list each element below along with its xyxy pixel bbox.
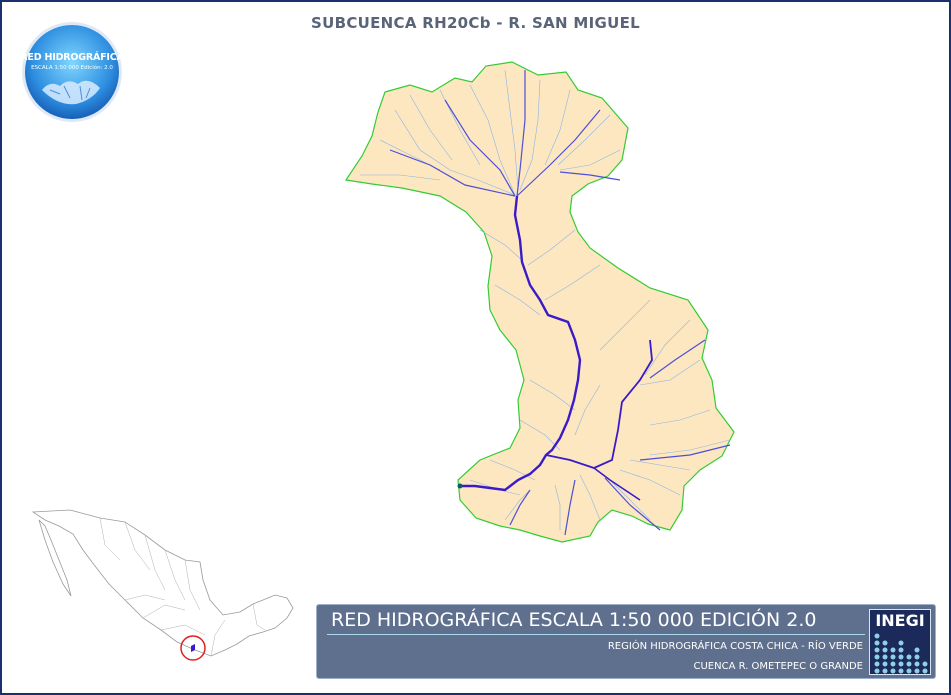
banner-divider <box>327 634 865 635</box>
mexico-outline-icon <box>31 509 294 657</box>
banner-basin: CUENCA R. OMETEPEC O GRANDE <box>693 661 864 672</box>
state-borders <box>99 517 266 657</box>
inegi-logo: INEGI <box>869 609 931 675</box>
banner-title: RED HIDROGRÁFICA ESCALA 1:50 000 EDICIÓN… <box>331 609 817 631</box>
map-title: SUBCUENCA RH20Cb - R. SAN MIGUEL <box>311 14 640 32</box>
basin-location-marker <box>191 644 195 652</box>
locator-map <box>31 509 294 661</box>
red-circle-icon <box>180 635 206 661</box>
red-hidrografica-logo: RED HIDROGRÁFICA ESCALA 1:50 000 Edición… <box>20 20 124 124</box>
logo-globe-icon <box>22 22 122 122</box>
inegi-label: INEGI <box>875 611 925 630</box>
logo-title: RED HIDROGRÁFICA <box>20 52 124 63</box>
legend-banner: RED HIDROGRÁFICA ESCALA 1:50 000 EDICIÓN… <box>316 604 936 679</box>
logo-subtitle: ESCALA 1:50 000 Edición: 2.0 <box>31 65 113 71</box>
banner-region: REGIÓN HIDROGRÁFICA COSTA CHICA - RÍO VE… <box>607 641 863 652</box>
inegi-grid-icon <box>874 633 928 674</box>
